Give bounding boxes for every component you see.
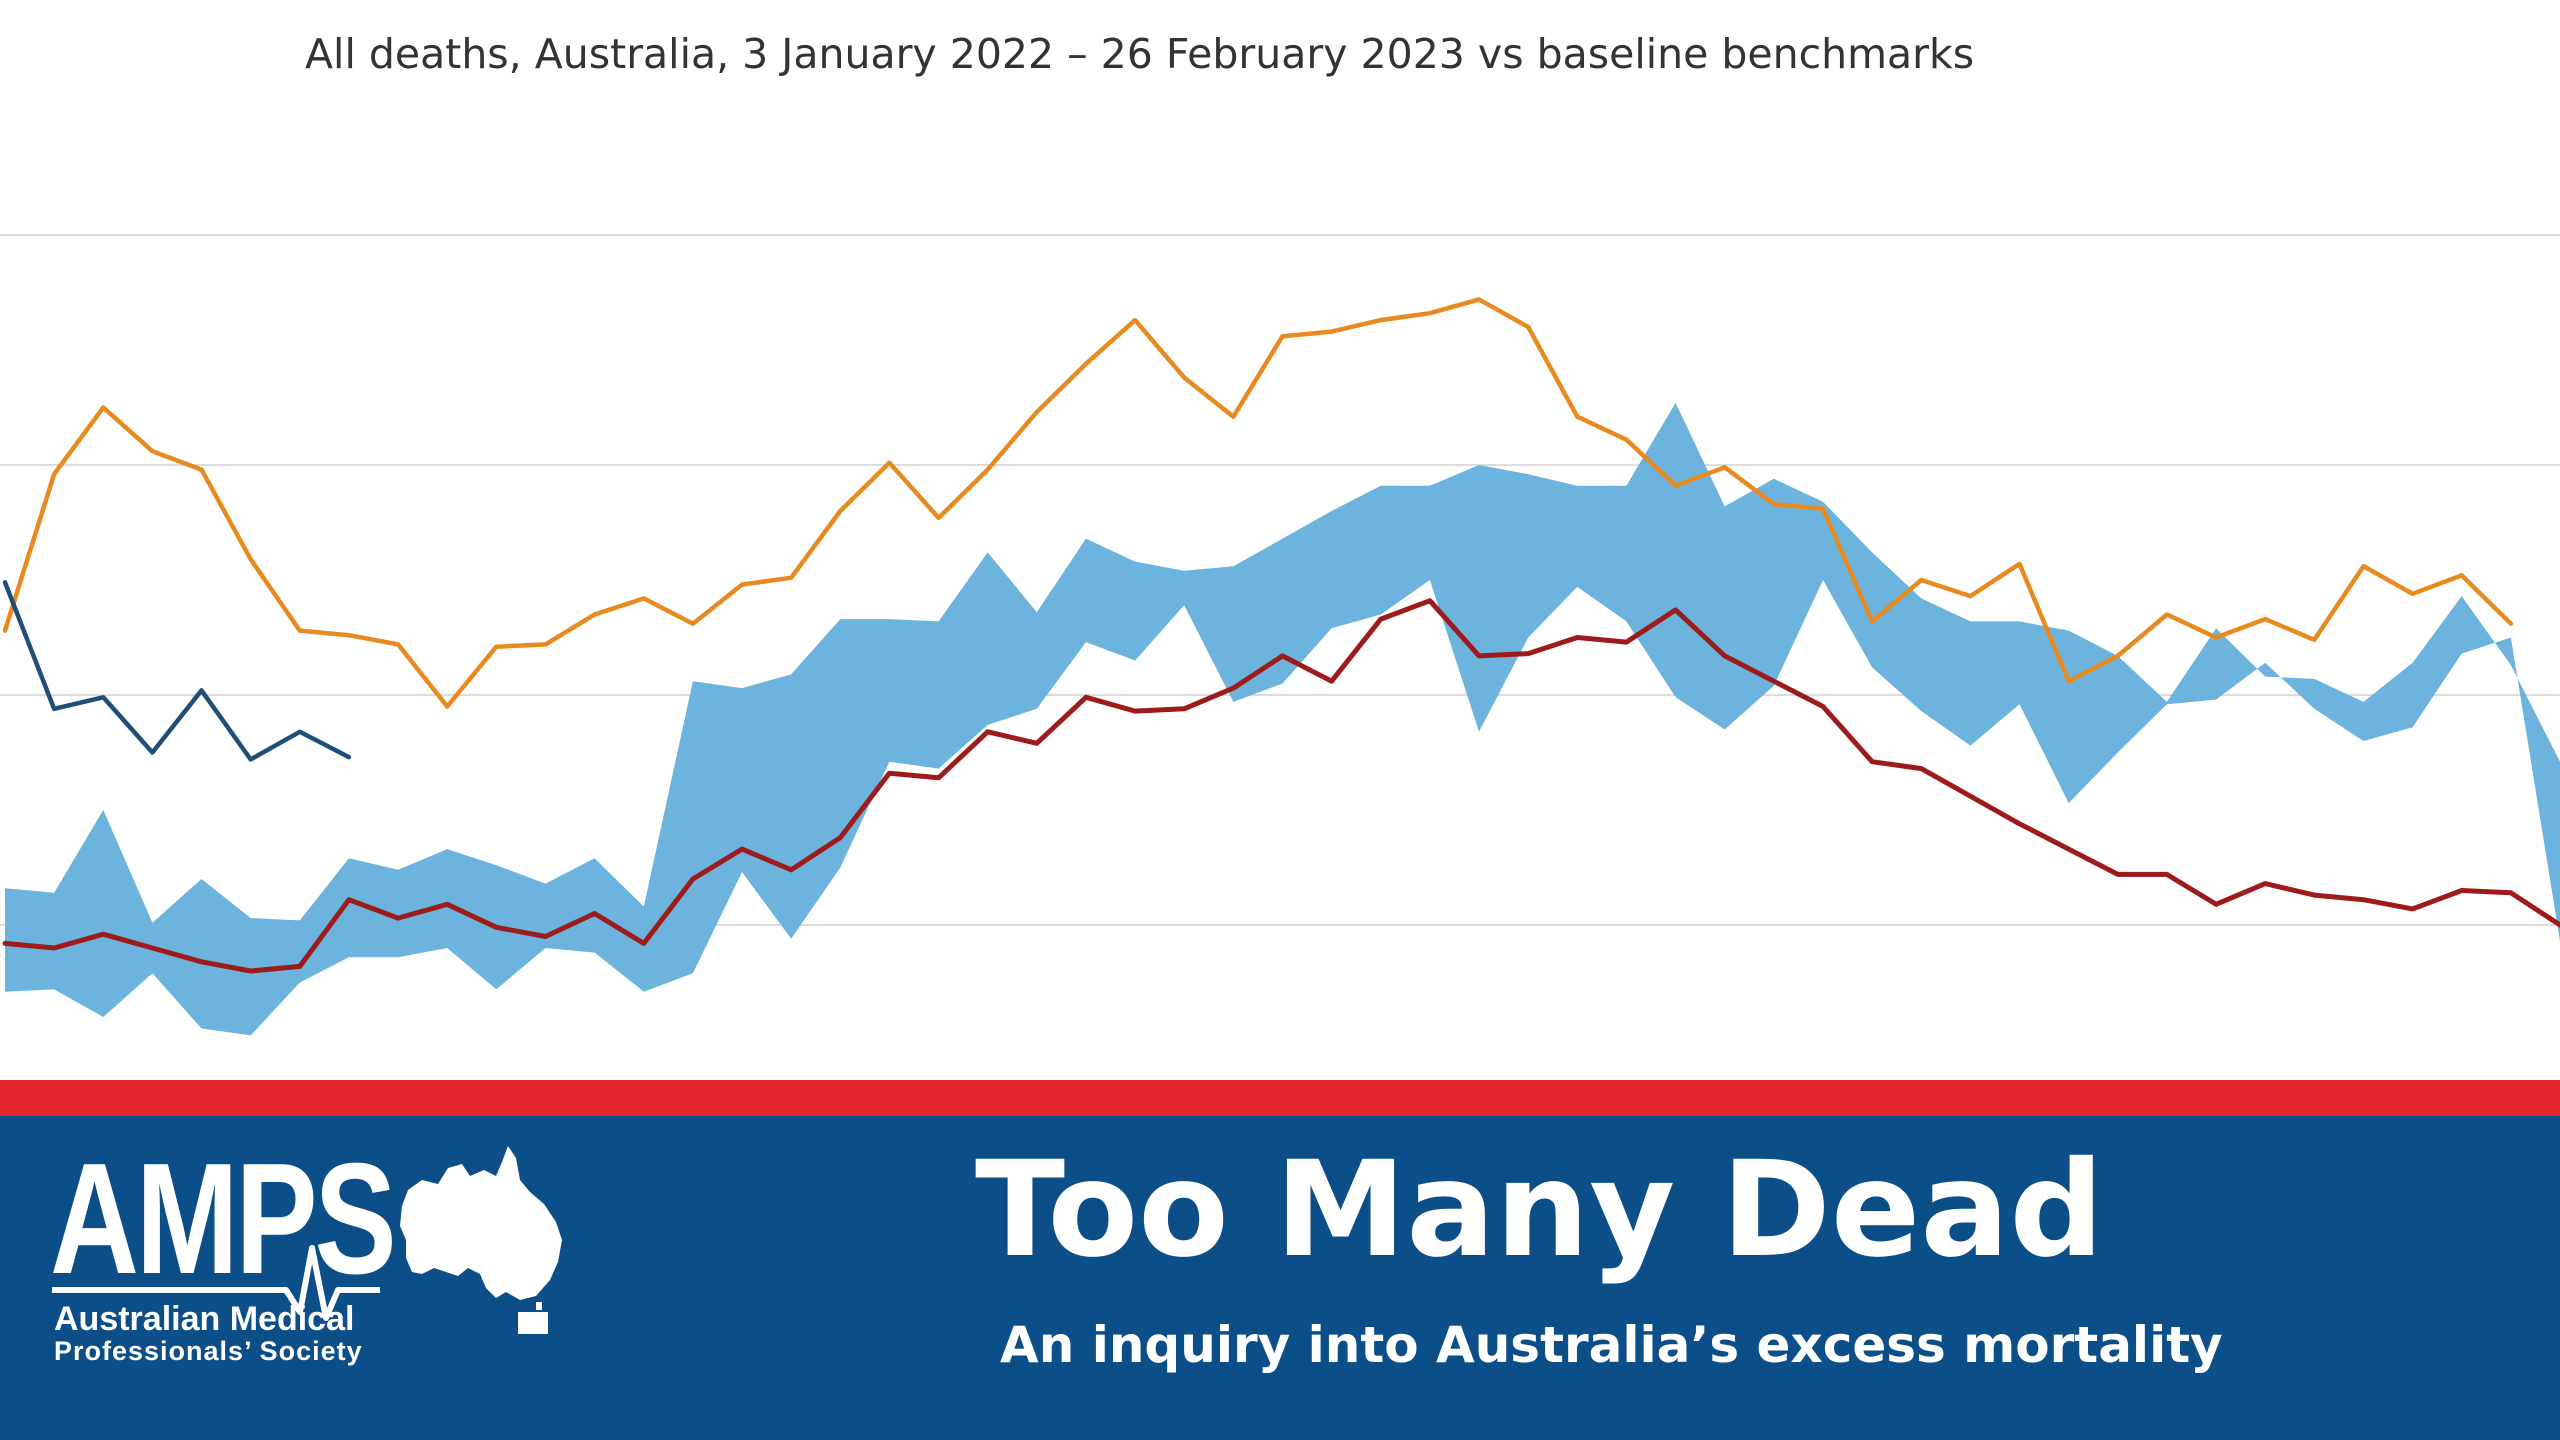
banner-title: Too Many Dead [975, 1133, 2104, 1287]
logo-name-line-2: Professionals’ Society [54, 1336, 363, 1366]
red-divider-stripe [0, 1080, 2560, 1116]
baseline-range-band-group [5, 402, 2560, 1036]
baseline-line [2, 598, 2560, 974]
tasmania-icon [518, 1312, 548, 1334]
amps-logo: AMPS Australian Medical Professionals’ S… [50, 1140, 590, 1370]
baseline-range-band [5, 402, 2560, 1036]
australia-map-icon [400, 1146, 562, 1300]
logo-name-line-1: Australian Medical [54, 1300, 355, 1338]
banner-subtitle: An inquiry into Australia’s excess morta… [1000, 1316, 2223, 1374]
series-lines [2, 297, 2560, 974]
series-2022-line [2, 297, 2514, 709]
chart-title: All deaths, Australia, 3 January 2022 – … [305, 30, 1975, 78]
mortality-chart [0, 234, 2560, 1036]
title-banner [0, 1116, 2560, 1440]
series-2023-line [2, 580, 352, 762]
heartbeat-line-icon [52, 1245, 380, 1321]
logo-acronym: AMPS [50, 1131, 397, 1307]
